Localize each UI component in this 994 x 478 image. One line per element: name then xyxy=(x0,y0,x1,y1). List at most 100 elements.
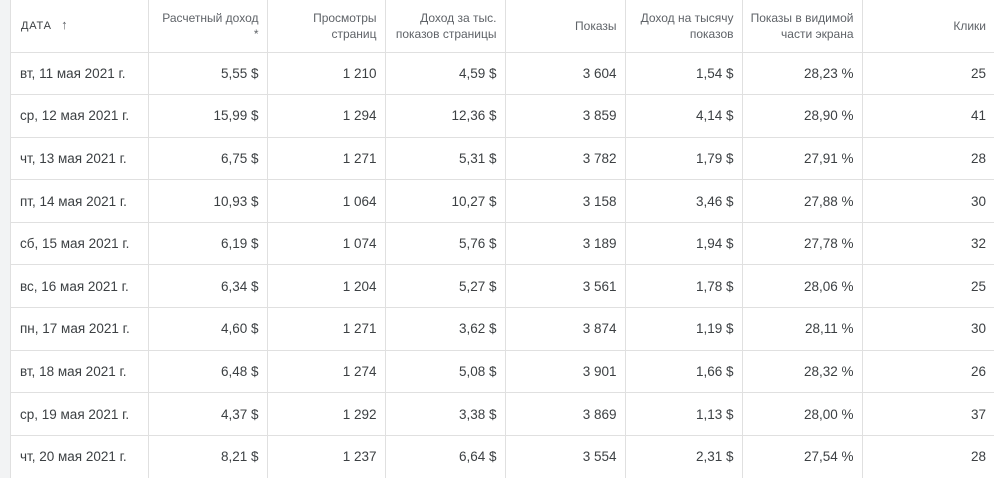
cell-page-views: 1 271 xyxy=(267,307,386,351)
cell-date: чт, 13 мая 2021 г. xyxy=(11,137,149,181)
cell-impression-rpm: 1,13 $ xyxy=(625,392,743,436)
table-row: пт, 14 мая 2021 г. 10,93 $1 064 10,27 $3 1… xyxy=(11,179,994,223)
cell-clicks: 28 xyxy=(862,137,994,181)
cell-page-views: 1 237 xyxy=(267,435,386,478)
table-body: вт, 11 мая 2021 г. 5,55 $1 210 4,59 $3 604… xyxy=(11,52,994,478)
cell-clicks: 25 xyxy=(862,264,994,309)
table-row: пн, 17 мая 2021 г. 4,60 $1 271 3,62 $3 874… xyxy=(11,307,994,351)
column-header-impressions[interactable]: Показы xyxy=(505,0,626,53)
cell-estimated-income: 6,48 $ xyxy=(148,350,268,394)
cell-impression-rpm: 1,19 $ xyxy=(625,307,743,351)
left-gutter xyxy=(0,0,11,478)
cell-page-views: 1 074 xyxy=(267,222,386,266)
table-row: ср, 12 мая 2021 г. 15,99 $1 294 12,36 $3 8… xyxy=(11,94,994,138)
column-header-estimated-income[interactable]: Расчетный доход * xyxy=(148,0,268,53)
cell-page-rpm: 5,31 $ xyxy=(385,137,506,181)
cell-estimated-income: 10,93 $ xyxy=(148,179,268,223)
column-header-impression-rpm[interactable]: Доход на тысячу показов xyxy=(625,0,743,53)
cell-clicks: 41 xyxy=(862,94,994,138)
table-row: вт, 18 мая 2021 г. 6,48 $1 274 5,08 $3 901… xyxy=(11,350,994,394)
cell-page-views: 1 274 xyxy=(267,350,386,394)
cell-page-rpm: 5,76 $ xyxy=(385,222,506,266)
table-row: ср, 19 мая 2021 г. 4,37 $1 292 3,38 $3 869… xyxy=(11,392,994,436)
cell-active-view-viewable: 28,00 % xyxy=(742,392,863,436)
cell-active-view-viewable: 27,78 % xyxy=(742,222,863,266)
cell-page-views: 1 292 xyxy=(267,392,386,436)
cell-impression-rpm: 1,54 $ xyxy=(625,52,743,96)
cell-clicks: 30 xyxy=(862,179,994,223)
cell-impressions: 3 869 xyxy=(505,392,626,436)
sort-ascending-icon: ↑ xyxy=(61,17,68,33)
column-header-date[interactable]: ДАТА ↑ xyxy=(11,0,149,53)
cell-active-view-viewable: 27,88 % xyxy=(742,179,863,223)
column-header-active-view-viewable[interactable]: Показы в видимой части экрана xyxy=(742,0,863,53)
cell-impression-rpm: 3,46 $ xyxy=(625,179,743,223)
cell-impressions: 3 604 xyxy=(505,52,626,96)
cell-estimated-income: 5,55 $ xyxy=(148,52,268,96)
column-header-clicks[interactable]: Клики xyxy=(862,0,994,53)
cell-impressions: 3 859 xyxy=(505,94,626,138)
performance-report-table: ДАТА ↑ Расчетный доход * Просмотры стран… xyxy=(11,0,994,478)
cell-page-rpm: 3,62 $ xyxy=(385,307,506,351)
cell-estimated-income: 8,21 $ xyxy=(148,435,268,478)
cell-clicks: 32 xyxy=(862,222,994,266)
cell-impressions: 3 901 xyxy=(505,350,626,394)
cell-impressions: 3 561 xyxy=(505,264,626,309)
cell-impression-rpm: 1,94 $ xyxy=(625,222,743,266)
column-header-page-rpm[interactable]: Доход за тыс. показов страницы xyxy=(385,0,506,53)
cell-impressions: 3 189 xyxy=(505,222,626,266)
cell-page-rpm: 5,08 $ xyxy=(385,350,506,394)
cell-active-view-viewable: 28,32 % xyxy=(742,350,863,394)
cell-active-view-viewable: 28,90 % xyxy=(742,94,863,138)
cell-clicks: 37 xyxy=(862,392,994,436)
cell-page-views: 1 294 xyxy=(267,94,386,138)
cell-page-rpm: 12,36 $ xyxy=(385,94,506,138)
table-row: чт, 20 мая 2021 г. 8,21 $1 237 6,64 $3 554… xyxy=(11,435,994,478)
cell-page-views: 1 064 xyxy=(267,179,386,223)
cell-impressions: 3 158 xyxy=(505,179,626,223)
column-header-page-views[interactable]: Просмотры страниц xyxy=(267,0,386,53)
cell-date: вт, 18 мая 2021 г. xyxy=(11,350,149,394)
table-row: сб, 15 мая 2021 г. 6,19 $1 074 5,76 $3 189… xyxy=(11,222,994,266)
column-header-date-label: ДАТА xyxy=(21,20,52,33)
table-header-row: ДАТА ↑ Расчетный доход * Просмотры стран… xyxy=(11,0,994,53)
table-row: вт, 11 мая 2021 г. 5,55 $1 210 4,59 $3 604… xyxy=(11,52,994,96)
cell-date: пн, 17 мая 2021 г. xyxy=(11,307,149,351)
cell-active-view-viewable: 27,91 % xyxy=(742,137,863,181)
cell-date: вс, 16 мая 2021 г. xyxy=(11,264,149,309)
cell-date: вт, 11 мая 2021 г. xyxy=(11,52,149,96)
cell-impression-rpm: 1,79 $ xyxy=(625,137,743,181)
cell-clicks: 26 xyxy=(862,350,994,394)
cell-impressions: 3 874 xyxy=(505,307,626,351)
table-row: вс, 16 мая 2021 г. 6,34 $1 204 5,27 $3 561… xyxy=(11,264,994,309)
cell-impression-rpm: 4,14 $ xyxy=(625,94,743,138)
cell-estimated-income: 4,60 $ xyxy=(148,307,268,351)
cell-impressions: 3 554 xyxy=(505,435,626,478)
cell-date: ср, 12 мая 2021 г. xyxy=(11,94,149,138)
cell-page-rpm: 10,27 $ xyxy=(385,179,506,223)
cell-clicks: 25 xyxy=(862,52,994,96)
cell-active-view-viewable: 27,54 % xyxy=(742,435,863,478)
cell-page-rpm: 6,64 $ xyxy=(385,435,506,478)
cell-active-view-viewable: 28,11 % xyxy=(742,307,863,351)
cell-page-rpm: 4,59 $ xyxy=(385,52,506,96)
cell-impression-rpm: 2,31 $ xyxy=(625,435,743,478)
cell-impression-rpm: 1,66 $ xyxy=(625,350,743,394)
cell-clicks: 30 xyxy=(862,307,994,351)
cell-date: сб, 15 мая 2021 г. xyxy=(11,222,149,266)
cell-page-rpm: 3,38 $ xyxy=(385,392,506,436)
cell-page-views: 1 271 xyxy=(267,137,386,181)
cell-impression-rpm: 1,78 $ xyxy=(625,264,743,309)
cell-active-view-viewable: 28,06 % xyxy=(742,264,863,309)
table-row: чт, 13 мая 2021 г. 6,75 $1 271 5,31 $3 782… xyxy=(11,137,994,181)
cell-clicks: 28 xyxy=(862,435,994,478)
cell-estimated-income: 4,37 $ xyxy=(148,392,268,436)
cell-estimated-income: 6,19 $ xyxy=(148,222,268,266)
cell-active-view-viewable: 28,23 % xyxy=(742,52,863,96)
cell-estimated-income: 6,75 $ xyxy=(148,137,268,181)
cell-page-rpm: 5,27 $ xyxy=(385,264,506,309)
cell-date: ср, 19 мая 2021 г. xyxy=(11,392,149,436)
cell-date: пт, 14 мая 2021 г. xyxy=(11,179,149,223)
cell-estimated-income: 15,99 $ xyxy=(148,94,268,138)
